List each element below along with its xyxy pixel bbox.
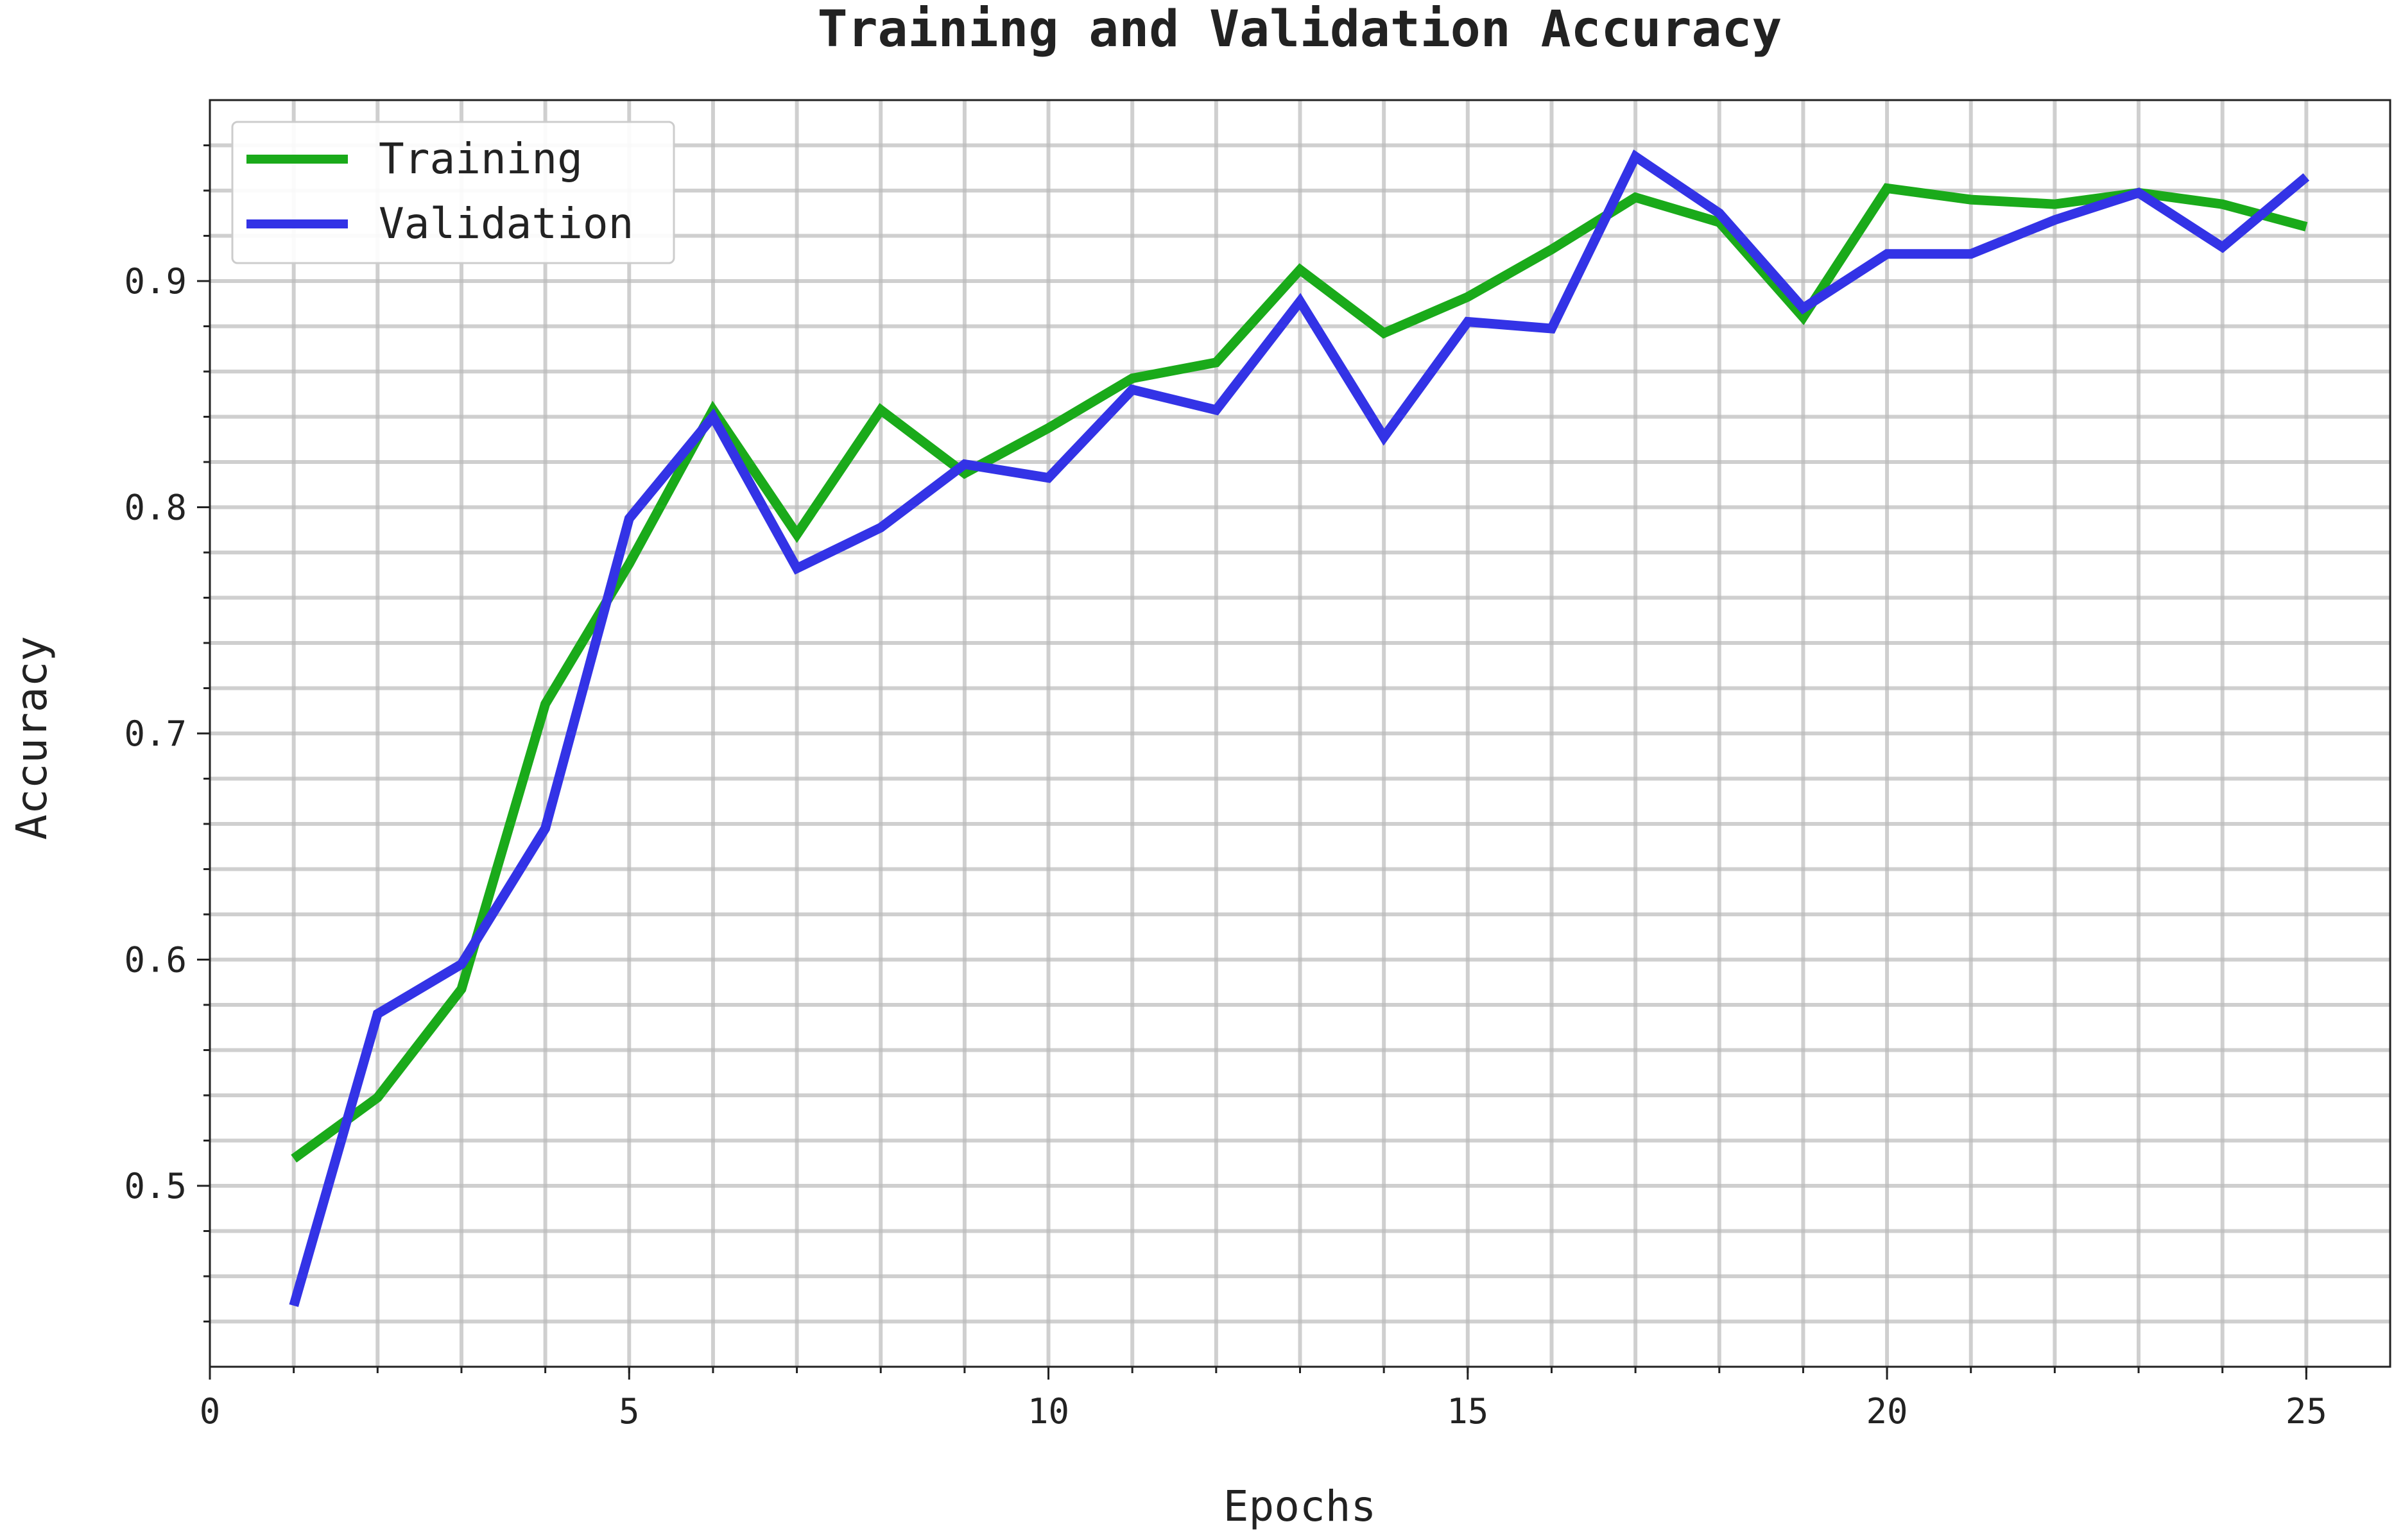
x-tick-label: 15 (1447, 1391, 1488, 1432)
legend-label-validation: Validation (379, 199, 633, 248)
x-tick-label: 20 (1866, 1391, 1908, 1432)
series-line-training (291, 183, 2308, 1163)
y-tick-label: 0.9 (124, 261, 187, 302)
x-tick-label: 25 (2286, 1391, 2327, 1432)
grid (210, 100, 2390, 1367)
x-tick-label: 0 (200, 1391, 221, 1432)
y-tick-label: 0.5 (124, 1166, 187, 1206)
series-lines (289, 150, 2310, 1307)
series-line-validation (289, 150, 2310, 1307)
axis-ticks: 0 5 10 15 20 25 0.5 0.6 0.7 0.8 0.9 (124, 144, 2327, 1432)
x-axis-label: Epochs (1223, 1482, 1376, 1531)
y-tick-label: 0.8 (124, 488, 187, 528)
legend-label-training: Training (379, 134, 583, 184)
y-tick-label: 0.6 (124, 940, 187, 980)
y-tick-label: 0.7 (124, 714, 187, 754)
legend: Training Validation (231, 121, 675, 264)
x-tick-label: 5 (619, 1391, 640, 1432)
chart-title: Training and Validation Accuracy (818, 1, 1782, 58)
x-tick-label: 10 (1028, 1391, 1069, 1432)
y-axis-label: Accuracy (7, 636, 56, 840)
